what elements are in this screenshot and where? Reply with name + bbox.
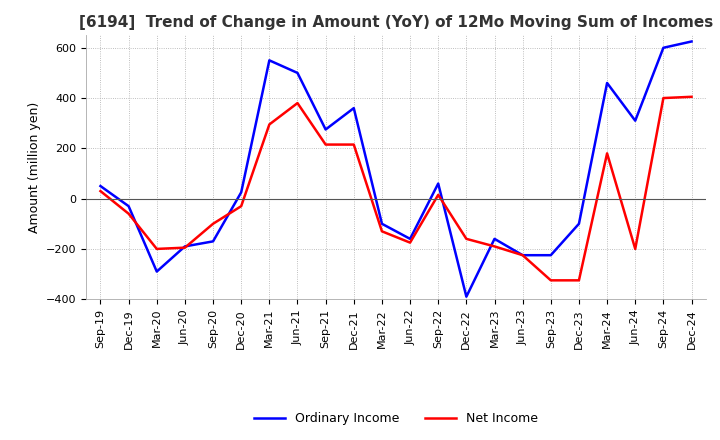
Net Income bbox=[265, 122, 274, 127]
Ordinary Income bbox=[631, 118, 639, 123]
Ordinary Income bbox=[434, 181, 443, 186]
Ordinary Income bbox=[546, 253, 555, 258]
Ordinary Income bbox=[603, 81, 611, 86]
Legend: Ordinary Income, Net Income: Ordinary Income, Net Income bbox=[249, 407, 543, 430]
Ordinary Income bbox=[349, 106, 358, 111]
Net Income bbox=[237, 204, 246, 209]
Net Income bbox=[96, 188, 105, 194]
Ordinary Income bbox=[96, 183, 105, 189]
Ordinary Income bbox=[575, 221, 583, 227]
Net Income bbox=[406, 240, 415, 245]
Y-axis label: Amount (million yen): Amount (million yen) bbox=[27, 102, 40, 233]
Ordinary Income bbox=[153, 269, 161, 274]
Net Income bbox=[377, 229, 386, 234]
Net Income bbox=[687, 94, 696, 99]
Net Income bbox=[321, 142, 330, 147]
Ordinary Income bbox=[406, 236, 415, 242]
Net Income bbox=[293, 100, 302, 106]
Net Income bbox=[181, 245, 189, 250]
Ordinary Income bbox=[293, 70, 302, 76]
Ordinary Income bbox=[125, 204, 133, 209]
Title: [6194]  Trend of Change in Amount (YoY) of 12Mo Moving Sum of Incomes: [6194] Trend of Change in Amount (YoY) o… bbox=[79, 15, 713, 30]
Ordinary Income bbox=[181, 244, 189, 249]
Net Income bbox=[518, 253, 527, 258]
Net Income bbox=[462, 236, 471, 242]
Net Income bbox=[153, 246, 161, 252]
Ordinary Income bbox=[321, 127, 330, 132]
Ordinary Income bbox=[377, 221, 386, 227]
Ordinary Income bbox=[237, 190, 246, 195]
Ordinary Income bbox=[462, 294, 471, 299]
Ordinary Income bbox=[687, 39, 696, 44]
Net Income bbox=[125, 211, 133, 216]
Net Income bbox=[434, 192, 443, 198]
Net Income bbox=[490, 244, 499, 249]
Net Income bbox=[209, 221, 217, 227]
Ordinary Income bbox=[265, 58, 274, 63]
Line: Ordinary Income: Ordinary Income bbox=[101, 41, 691, 297]
Net Income bbox=[546, 278, 555, 283]
Ordinary Income bbox=[209, 239, 217, 244]
Ordinary Income bbox=[490, 236, 499, 242]
Net Income bbox=[631, 246, 639, 252]
Ordinary Income bbox=[518, 253, 527, 258]
Ordinary Income bbox=[659, 45, 667, 51]
Net Income bbox=[575, 278, 583, 283]
Net Income bbox=[659, 95, 667, 101]
Line: Net Income: Net Income bbox=[101, 97, 691, 280]
Net Income bbox=[349, 142, 358, 147]
Net Income bbox=[603, 151, 611, 156]
